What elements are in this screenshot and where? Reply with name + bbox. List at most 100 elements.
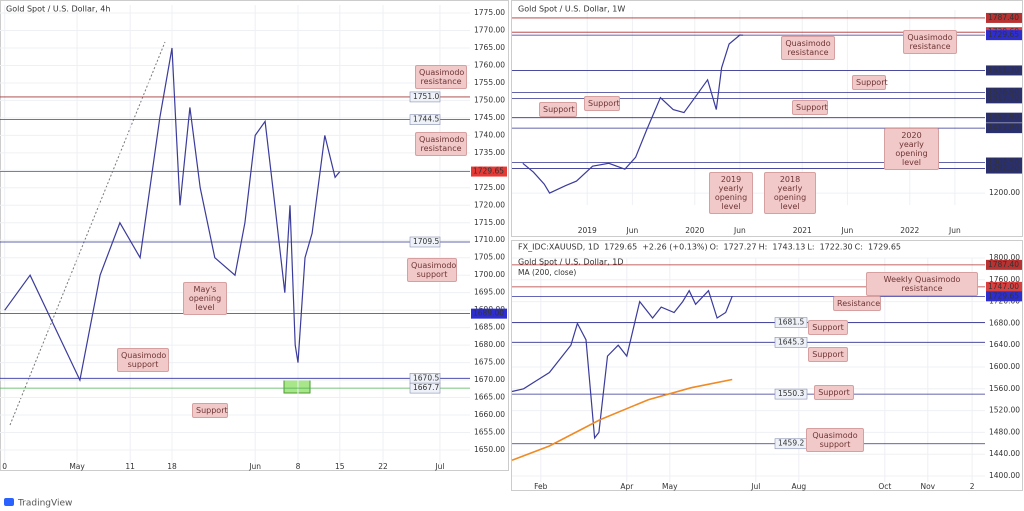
x-tick-label: Jun (948, 226, 961, 235)
annotation: Support (808, 320, 848, 335)
price-tag (986, 93, 1022, 104)
y-tick-label: 1800.00 (989, 253, 1020, 262)
price-tag-label: 1611.30 (988, 65, 1019, 74)
price-tag (986, 12, 1022, 23)
price-tag (986, 30, 1022, 41)
price-tag (986, 123, 1022, 134)
quote-item: +2.26 (+0.13%) (642, 243, 707, 252)
zone-box (283, 379, 311, 394)
x-tick-label: 8 (296, 462, 301, 471)
x-tick-label: Feb (534, 482, 548, 491)
y-tick-label: 1765.00 (474, 43, 505, 52)
price-tag-label: 1536.90 (988, 88, 1019, 97)
price-tag-label: 1744.5 (413, 115, 439, 124)
y-tick-label: 1700.00 (474, 270, 505, 279)
annotation: 2020 yearly opening level (884, 128, 939, 170)
price-tag (986, 112, 1022, 123)
y-tick-label: 1745.00 (474, 113, 505, 122)
footer-brand: TradingView (17, 499, 72, 509)
y-tick-label: 1660.00 (474, 410, 505, 419)
x-tick-label: 11 (125, 462, 135, 471)
price-tag-label: 1787.40 (988, 260, 1019, 269)
price-line (522, 34, 744, 194)
annotation: May's opening level (183, 282, 227, 315)
annotation: Quasimodo resistance (781, 36, 835, 60)
price-tag-label: 1681.5 (778, 318, 804, 327)
x-tick-label: 18 (167, 462, 177, 471)
annotation: Support (852, 75, 888, 90)
quote-item: 1722.30 (820, 243, 853, 252)
y-tick-label: 1640.00 (989, 340, 1020, 349)
panel-frame (511, 0, 1023, 237)
x-tick-label: Apr (620, 482, 634, 491)
price-tag-label: 1709.5 (413, 237, 439, 246)
price-tag (986, 157, 1022, 168)
quote-item: 1729.65 (868, 243, 901, 252)
y-tick-label: 1665.00 (474, 393, 505, 402)
price-tag-label: 1689.00 (473, 309, 504, 318)
y-tick-label: 1760.00 (989, 275, 1020, 284)
price-line (4, 47, 341, 383)
y-tick-label: 1440.00 (989, 449, 1020, 458)
y-tick-label: 1750.00 (474, 95, 505, 104)
y-tick-label: 1675.00 (474, 358, 505, 367)
y-tick-label: 1760.00 (474, 60, 505, 69)
price-tag-label: 1645.3 (778, 337, 804, 346)
y-tick-label: 1775.00 (474, 8, 505, 17)
x-tick-label: Jun (248, 462, 261, 471)
y-tick-label: 1710.00 (474, 235, 505, 244)
y-tick-label: 1680.00 (989, 318, 1020, 327)
y-tick-label: 1685.00 (474, 323, 505, 332)
price-tag (774, 337, 808, 348)
annotation: Quasimodo resistance (415, 65, 467, 89)
y-tick-label: 1705.00 (474, 253, 505, 262)
price-tag-label: 1729.65 (473, 167, 504, 176)
quote-item: FX_IDC:XAUUSD, 1D (518, 243, 599, 252)
price-tag-label: 1282.20 (988, 164, 1019, 173)
x-tick-label: Oct (878, 482, 891, 491)
price-tag (471, 308, 507, 319)
y-tick-label: 1740.00 (474, 130, 505, 139)
y-tick-label: 1715.00 (474, 218, 505, 227)
y-tick-label: 1600.00 (989, 362, 1020, 371)
price-tag-label: 1452.90 (988, 113, 1019, 122)
price-tag (409, 382, 441, 394)
quote-item: O: (710, 243, 719, 252)
annotation: Quasimodo support (806, 428, 864, 452)
annotation: Support (584, 96, 620, 111)
x-tick-label: 2 (970, 482, 975, 491)
panel-frame (511, 240, 1023, 491)
x-tick-label: 2019 (578, 226, 597, 235)
annotation: Weekly Quasimodo resistance (866, 272, 978, 296)
x-tick-label: 15 (335, 462, 345, 471)
annotation: 2018 yearly opening level (764, 172, 816, 214)
price-tag (471, 166, 507, 177)
annotation: Support (808, 347, 848, 362)
y-tick-label: 1680.00 (474, 340, 505, 349)
x-tick-label: 22 (378, 462, 388, 471)
quote-item: 1727.27 (724, 243, 757, 252)
y-tick-label: 1735.00 (474, 148, 505, 157)
y-tick-label: 1560.00 (989, 384, 1020, 393)
price-tag (774, 388, 808, 400)
quote-item: 1743.13 (772, 243, 805, 252)
price-tag-label: 1417.80 (988, 123, 1019, 132)
y-tick-label: 1670.00 (474, 375, 505, 384)
y-tick-label: 1480.00 (989, 427, 1020, 436)
price-tag (986, 291, 1022, 302)
price-tag-label: 1751.0 (413, 92, 439, 101)
quote-item: H: (759, 243, 768, 252)
price-tag (986, 65, 1022, 76)
x-tick-label: Jul (750, 482, 760, 491)
quote-item: 1729.65 (604, 243, 637, 252)
logo (4, 498, 14, 506)
price-tag-label: 1302.50 (988, 158, 1019, 167)
x-tick-label: Jun (841, 226, 854, 235)
y-tick-label: 1725.00 (474, 183, 505, 192)
price-tag (774, 317, 808, 328)
panel-frame (0, 0, 509, 471)
y-tick-label: 1400.00 (989, 471, 1020, 480)
quote-item: C: (855, 243, 863, 252)
